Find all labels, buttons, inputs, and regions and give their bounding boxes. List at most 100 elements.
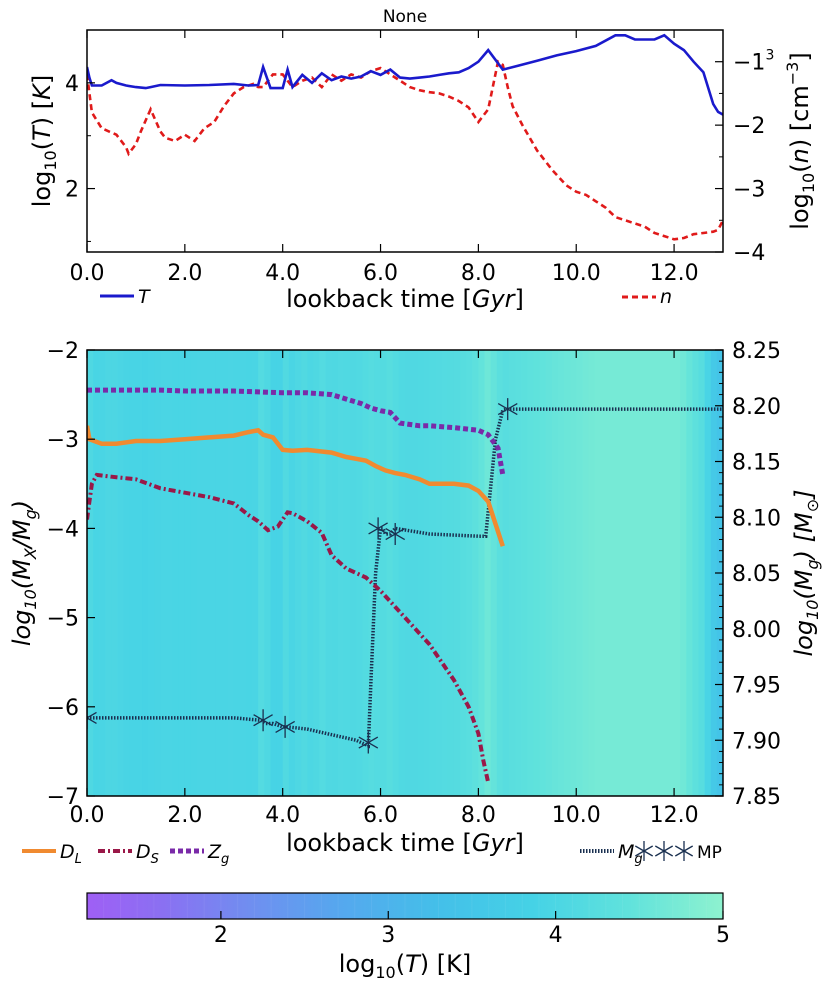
legend-MP-markers <box>634 841 694 861</box>
top-x-tick-label: 8.0 <box>461 261 496 286</box>
bottom-y-left-tick-label: −3 <box>47 428 79 453</box>
heatmap-cell <box>551 350 559 796</box>
top-y-right-label: log10(n) [cm−3] <box>783 52 818 229</box>
heatmap-cell <box>239 350 247 796</box>
mp-marker <box>497 398 518 421</box>
heatmap-cell <box>386 350 394 796</box>
heatmap-cell <box>190 350 198 796</box>
colorbar-frame <box>86 892 724 920</box>
heatmap-cell <box>649 350 657 796</box>
legend-mp-star <box>654 841 674 861</box>
heatmap-cell <box>674 350 681 796</box>
heatmap-cell <box>233 350 241 796</box>
heatmap-cell <box>564 350 571 796</box>
legend-Zg-label: Zg <box>207 841 229 867</box>
heatmap-cell <box>325 350 333 796</box>
bottom-y-left-tick-label: −4 <box>47 517 79 542</box>
heatmap-cell <box>606 350 614 796</box>
legend-DS: DS <box>98 841 159 867</box>
heatmap-cell <box>594 350 602 796</box>
mp-marker <box>385 523 406 545</box>
heatmap-cell <box>111 350 119 796</box>
legend-n: n <box>622 286 672 308</box>
heatmap-cell <box>227 350 235 796</box>
heatmap-cell <box>264 350 272 796</box>
heatmap-cell <box>276 350 284 796</box>
series-Zg-line <box>87 387 506 476</box>
colorbar-gradient <box>87 893 723 919</box>
heatmap-cell <box>380 350 388 796</box>
heatmap-cell <box>319 350 327 796</box>
heatmap-cell <box>686 350 694 796</box>
top-panel: None 0.0 2.0 4.0 6.0 8.0 10.0 12.024−13−2−3−4 … <box>28 7 818 313</box>
heatmap-cell <box>692 350 700 796</box>
heatmap-cell <box>667 350 675 796</box>
top-x-tick-label: 4.0 <box>265 261 300 286</box>
top-title: None <box>383 7 427 27</box>
bottom-y-right-tick-label: 8.00 <box>732 618 781 643</box>
heatmap-cell <box>203 350 210 796</box>
heatmap-cell <box>184 350 192 796</box>
bottom-x-label: lookback time [Gyr] <box>286 829 524 857</box>
heatmap-cell <box>441 350 449 796</box>
heatmap-cell <box>197 350 204 796</box>
bottom-x-tick-label: 8.0 <box>461 803 496 828</box>
heatmap-cell <box>411 350 418 796</box>
top-plot-frame <box>86 29 724 253</box>
bottom-x-tick-label: 4.0 <box>265 803 300 828</box>
heatmap-cell <box>301 350 308 796</box>
heatmap-cell <box>337 350 345 796</box>
bottom-y-right-label: log10(Mg) [M⊙] <box>790 489 822 656</box>
heatmap-cell <box>270 350 278 796</box>
bottom-x-tick-label: 6.0 <box>363 803 398 828</box>
heatmap-cell <box>93 350 100 796</box>
top-y-left-tick-label: 4 <box>65 72 79 97</box>
heatmap-cell <box>87 350 94 796</box>
heatmap-cell <box>490 350 498 796</box>
heatmap-cell <box>484 350 492 796</box>
legend-MP-label: MP <box>697 843 722 863</box>
legend-DL: DL <box>22 841 82 867</box>
heatmap-cell <box>307 350 314 796</box>
series-DS-line <box>87 472 491 784</box>
heatmap-cell <box>643 350 651 796</box>
heatmap-cell <box>612 350 620 796</box>
heatmap-cell <box>105 350 113 796</box>
heatmap-cell <box>539 350 547 796</box>
bottom-x-tick-label: 12.0 <box>650 803 699 828</box>
heatmap-cell <box>135 350 143 796</box>
series-n-line <box>87 59 723 241</box>
legend-Zg: Zg <box>170 841 229 867</box>
mp-marker <box>358 731 379 754</box>
heatmap-cell <box>515 350 522 796</box>
top-y-right-tick-label: −2 <box>733 114 765 139</box>
heatmap-cell <box>221 350 229 796</box>
bottom-y-left-tick-label: −6 <box>47 696 79 721</box>
heatmap-cell <box>710 350 718 796</box>
legend-mp-star <box>634 841 654 861</box>
colorbar-tick-label: 4 <box>549 923 563 948</box>
mp-marker <box>275 715 296 738</box>
bottom-y-right-tick-label: 8.25 <box>732 339 781 364</box>
bottom-x-tick-label: 10.0 <box>552 803 601 828</box>
top-x-tick-label: 2.0 <box>167 261 202 286</box>
heatmap-cell <box>661 350 669 796</box>
top-x-label: lookback time [Gyr] <box>286 285 524 313</box>
colorbar-tick-label: 3 <box>381 923 395 948</box>
heatmap-cell <box>172 350 180 796</box>
heatmap-cell <box>453 350 461 796</box>
heatmap-cell <box>508 350 516 796</box>
colorbar-label: log10(T) [K] <box>339 950 471 982</box>
mp-marker <box>368 517 388 540</box>
bottom-y-right-tick-label: 8.20 <box>732 395 781 420</box>
heatmap-cell <box>209 350 217 796</box>
heatmap-cell <box>392 350 400 796</box>
colorbar: 2 3 4 5 log10(T) [K] <box>86 892 730 982</box>
heatmap-cell <box>496 350 504 796</box>
heatmap-cell <box>655 350 663 796</box>
legend-Mg: Mg MP <box>580 841 722 867</box>
bottom-y-right-tick-label: 8.05 <box>732 562 781 587</box>
heatmap-cell <box>435 350 443 796</box>
legend-T: T <box>100 286 151 308</box>
